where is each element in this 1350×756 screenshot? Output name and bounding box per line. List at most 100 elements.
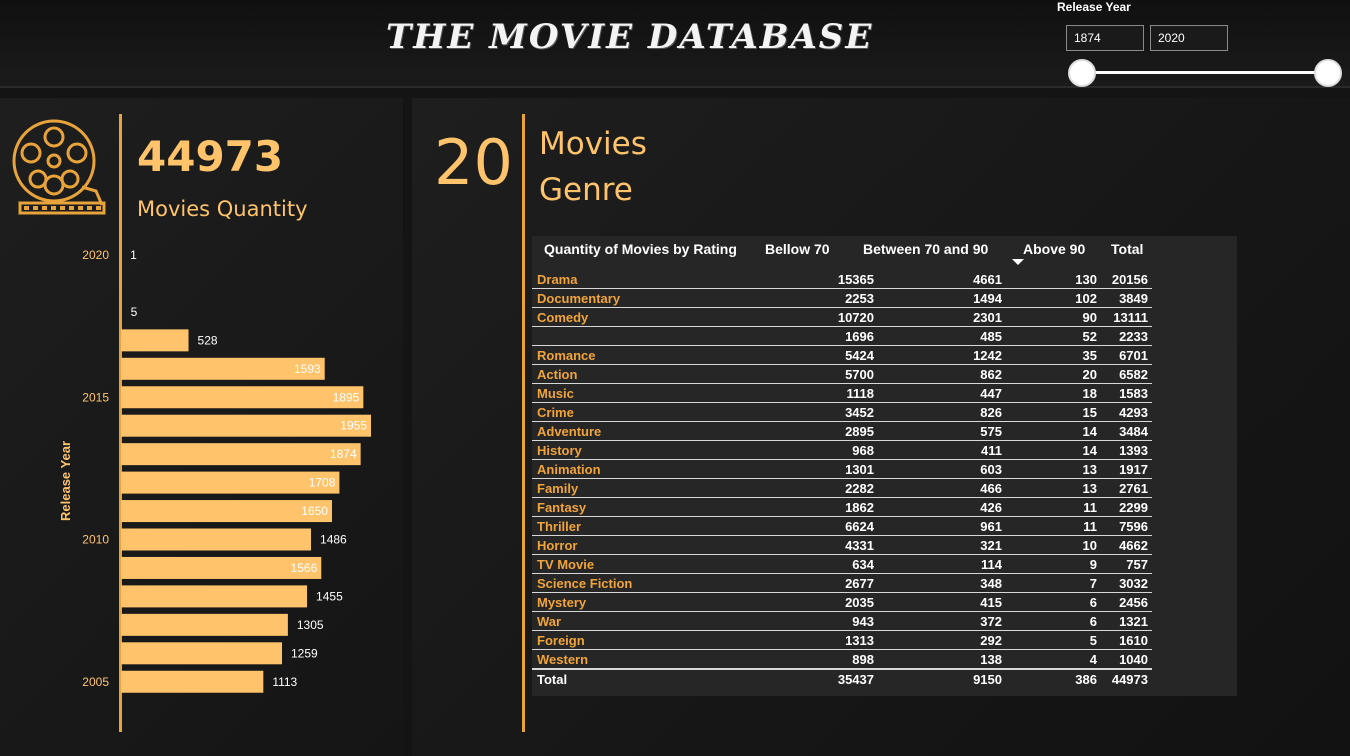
bar[interactable] <box>121 414 371 437</box>
table-row[interactable]: Thriller 6624 961 11 7596 <box>532 517 1152 536</box>
column-header-above-90[interactable]: Above 90 <box>1023 241 1086 257</box>
value-cell: 138 <box>980 652 1002 667</box>
table-row[interactable]: Drama 15365 4661 130 20156 <box>532 270 1152 289</box>
value-cell: 11 <box>1083 519 1097 534</box>
value-cell: 20 <box>1082 367 1097 382</box>
value-cell: 5424 <box>845 348 874 363</box>
value-cell: 2895 <box>845 424 874 439</box>
table-row[interactable]: Adventure 2895 575 14 3484 <box>532 422 1152 441</box>
table-row[interactable]: War 943 372 6 1321 <box>532 612 1152 631</box>
value-cell: 7 <box>1089 576 1097 591</box>
genre-cell: Thriller <box>537 519 582 534</box>
bar[interactable] <box>121 642 282 665</box>
sort-descending-icon[interactable] <box>1012 259 1024 265</box>
value-cell: 4 <box>1089 652 1097 667</box>
value-cell: 6701 <box>1119 348 1148 363</box>
table-row[interactable]: Comedy 10720 2301 90 13111 <box>532 308 1152 327</box>
bar[interactable] <box>121 443 361 466</box>
left-divider-line <box>119 114 122 732</box>
value-cell: 961 <box>980 519 1002 534</box>
column-header-total[interactable]: Total <box>1111 241 1144 257</box>
release-year-slicer-label: Release Year <box>1057 0 1131 14</box>
table-row[interactable]: Action 5700 862 20 6582 <box>532 365 1152 384</box>
bar[interactable] <box>121 528 312 551</box>
bar[interactable] <box>121 585 308 608</box>
value-cell: 13 <box>1082 481 1097 496</box>
bar-data-label: 1955 <box>340 419 367 433</box>
table-row[interactable]: Family 2282 466 13 2761 <box>532 479 1152 498</box>
value-cell: 6 <box>1089 595 1097 610</box>
dashboard-title: THE MOVIE DATABASE <box>386 17 874 57</box>
table-row[interactable]: Fantasy 1862 426 11 2299 <box>532 498 1152 517</box>
value-cell: 4293 <box>1119 405 1148 420</box>
y-axis-label: Release Year <box>58 441 73 521</box>
value-cell: 1242 <box>973 348 1002 363</box>
film-reel-icon <box>12 119 106 215</box>
bar-data-label: 1486 <box>320 533 347 547</box>
bar[interactable] <box>121 556 322 579</box>
year-from-input[interactable]: 1874 <box>1066 25 1144 51</box>
value-cell: 10 <box>1082 538 1097 553</box>
value-cell: 2253 <box>845 291 874 306</box>
table-row[interactable]: Animation 1301 603 13 1917 <box>532 460 1152 479</box>
bar[interactable] <box>121 613 288 636</box>
genre-cell: Foreign <box>537 633 585 648</box>
value-cell: 2456 <box>1119 595 1148 610</box>
table-row[interactable]: Mystery 2035 415 6 2456 <box>532 593 1152 612</box>
genre-cell: Drama <box>537 272 578 287</box>
table-row[interactable]: Horror 4331 321 10 4662 <box>532 536 1152 555</box>
table-row[interactable]: Western 898 138 4 1040 <box>532 650 1152 669</box>
value-cell: 14 <box>1082 424 1097 439</box>
value-cell: 757 <box>1126 557 1148 572</box>
value-cell: 114 <box>981 557 1002 572</box>
year-slider-max-handle[interactable] <box>1314 59 1342 87</box>
table-row[interactable]: TV Movie 634 114 9 757 <box>532 555 1152 574</box>
table-row[interactable]: Romance 5424 1242 35 6701 <box>532 346 1152 365</box>
value-cell: 5700 <box>845 367 874 382</box>
right-divider-line <box>522 114 525 732</box>
bar[interactable] <box>121 329 189 352</box>
table-row[interactable]: History 968 411 14 1393 <box>532 441 1152 460</box>
bar[interactable] <box>121 357 325 380</box>
value-cell: 130 <box>1075 272 1097 287</box>
value-cell: 2299 <box>1119 500 1148 515</box>
table-row[interactable]: Crime 3452 826 15 4293 <box>532 403 1152 422</box>
year-slider-track[interactable] <box>1082 71 1328 74</box>
bar-data-label: 1305 <box>297 618 324 632</box>
genre-cell: War <box>537 614 562 629</box>
column-header-bellow-70[interactable]: Bellow 70 <box>765 241 830 257</box>
bar[interactable] <box>121 670 264 693</box>
value-cell: 4661 <box>973 272 1002 287</box>
year-to-input[interactable]: 2020 <box>1150 25 1228 51</box>
value-cell: 18 <box>1082 386 1097 401</box>
value-cell: 35 <box>1082 348 1097 363</box>
value-cell: 90 <box>1082 310 1097 325</box>
y-tick-label: 2010 <box>82 533 109 547</box>
total-value-cell: 9150 <box>973 672 1002 687</box>
bar[interactable] <box>121 500 332 523</box>
table-row[interactable]: Documentary 2253 1494 102 3849 <box>532 289 1152 308</box>
genre-cell: Fantasy <box>537 500 587 515</box>
column-header-between-70-90[interactable]: Between 70 and 90 <box>863 241 989 257</box>
value-cell: 9 <box>1089 557 1097 572</box>
table-title-header[interactable]: Quantity of Movies by Rating <box>544 241 737 257</box>
bar-data-label: 1 <box>130 248 137 262</box>
value-cell: 466 <box>980 481 1002 496</box>
bar-data-label: 1113 <box>272 675 297 689</box>
value-cell: 2761 <box>1119 481 1148 496</box>
table-row[interactable]: 1696 485 52 2233 <box>532 327 1152 346</box>
value-cell: 13 <box>1082 462 1097 477</box>
value-cell: 862 <box>980 367 1002 382</box>
bar-data-label: 1895 <box>333 390 360 404</box>
table-row[interactable]: Music 1118 447 18 1583 <box>532 384 1152 403</box>
year-slider-min-handle[interactable] <box>1068 59 1096 87</box>
value-cell: 1862 <box>845 500 874 515</box>
table-row[interactable]: Foreign 1313 292 5 1610 <box>532 631 1152 650</box>
movies-quantity-label: Movies Quantity <box>137 197 308 221</box>
table-row[interactable]: Science Fiction 2677 348 7 3032 <box>532 574 1152 593</box>
value-cell: 1393 <box>1119 443 1148 458</box>
bar[interactable] <box>121 386 364 409</box>
bar[interactable] <box>121 471 340 494</box>
value-cell: 15365 <box>837 272 874 287</box>
value-cell: 52 <box>1082 329 1097 344</box>
